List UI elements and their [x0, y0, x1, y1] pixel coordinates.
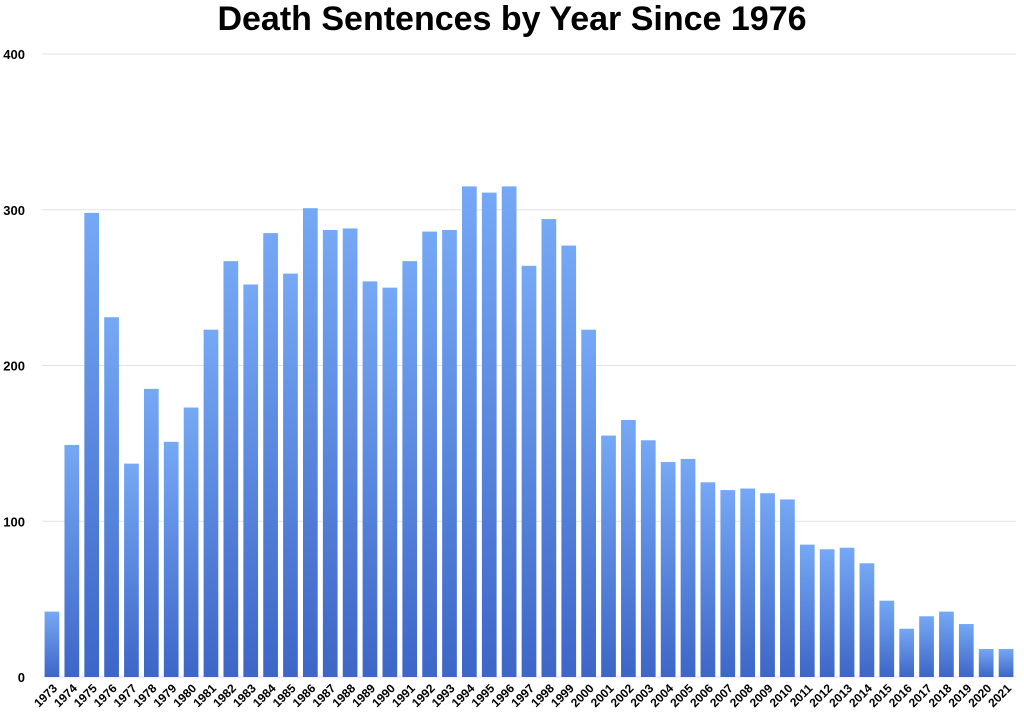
bar-2003 — [640, 440, 656, 677]
bar-1981 — [203, 329, 219, 677]
y-axis-ticks: 0 100 200 300 400 — [3, 47, 25, 685]
bar-1974 — [64, 444, 80, 677]
bar-2015 — [879, 600, 895, 677]
bar-1987 — [322, 230, 338, 677]
bar-1977 — [124, 463, 139, 677]
y-tick-label: 100 — [3, 514, 25, 529]
bar-1976 — [104, 317, 119, 677]
y-tick-label: 400 — [3, 47, 25, 62]
bar-1994 — [462, 186, 477, 677]
y-tick-label: 200 — [3, 359, 25, 374]
bar-1983 — [243, 284, 259, 677]
bar-2012 — [819, 549, 835, 677]
bar-2002 — [621, 420, 636, 677]
bar-2004 — [660, 462, 676, 677]
bar-1990 — [382, 287, 398, 678]
bar-1989 — [362, 281, 378, 677]
bar-1998 — [541, 219, 557, 677]
bar-2009 — [760, 493, 775, 677]
y-tick-label: 300 — [3, 203, 25, 218]
bar-2000 — [581, 329, 596, 677]
bar-2020 — [978, 648, 994, 677]
chart-title: Death Sentences by Year Since 1976 — [217, 0, 807, 38]
x-axis-ticks: 1973197419751976197719781979198019811982… — [31, 681, 1014, 710]
bar-1984 — [263, 233, 278, 678]
x-tick-label: 2021 — [985, 681, 1014, 710]
bar-1995 — [481, 192, 497, 677]
bar-1978 — [143, 388, 159, 677]
bar-2007 — [720, 490, 736, 677]
bar-2019 — [958, 624, 974, 677]
bar-1980 — [183, 407, 199, 677]
bar-1975 — [84, 212, 100, 677]
bar-1996 — [501, 186, 517, 677]
bar-1982 — [223, 261, 239, 677]
bar-1986 — [302, 208, 318, 677]
bar-1979 — [163, 441, 179, 677]
bar-1997 — [521, 265, 537, 677]
bar-2016 — [899, 628, 915, 677]
bar-2014 — [859, 563, 875, 677]
bar-2001 — [601, 435, 616, 677]
bar-1993 — [442, 230, 457, 677]
bar-1985 — [283, 273, 298, 677]
bars — [44, 186, 1014, 678]
bar-2013 — [839, 547, 855, 677]
bar-1992 — [422, 231, 437, 677]
bar-2008 — [740, 488, 756, 677]
bar-2018 — [939, 611, 954, 677]
bar-2021 — [998, 648, 1014, 677]
bar-2010 — [780, 499, 795, 677]
bar-2017 — [919, 616, 934, 677]
bar-1999 — [561, 245, 577, 677]
bar-2006 — [700, 482, 716, 677]
bar-2005 — [680, 458, 696, 677]
bar-1988 — [342, 228, 358, 677]
bar-2011 — [799, 544, 815, 677]
bar-1973 — [44, 611, 60, 677]
y-tick-label: 0 — [18, 670, 25, 685]
bar-1991 — [402, 261, 418, 677]
